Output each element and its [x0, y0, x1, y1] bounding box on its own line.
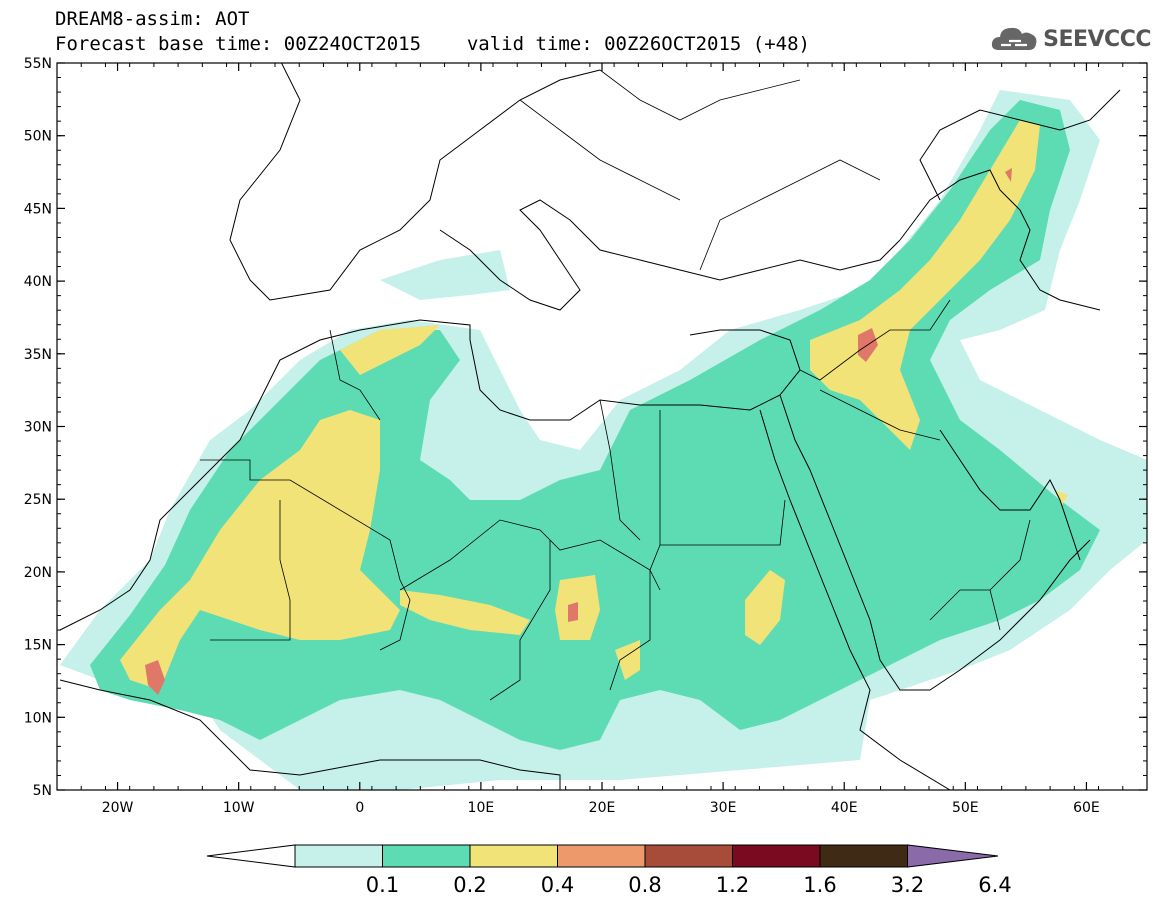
lon-tick-label: 50E [952, 800, 979, 816]
colorbar-low-arrow [206, 844, 296, 868]
axis-ticks [56, 62, 1148, 791]
lat-tick-label: 15N [24, 638, 52, 654]
lat-tick-label: 50N [24, 129, 52, 145]
coastlines [59, 63, 1121, 790]
lon-tick-label: 40E [831, 800, 858, 816]
cloud-icon [992, 27, 1037, 50]
lat-tick-label: 35N [24, 347, 52, 363]
colorbar-level-label: 6.4 [978, 873, 1011, 897]
aot-band-0.4-niger [400, 590, 530, 635]
axis-labels: 20W 10W 0 10E 20E 30E 40E 50E 60E 55N 50N 45N 40N 35N… [24, 56, 1100, 816]
aot-band-0.4-middle-east [810, 120, 1040, 450]
lat-tick-label: 30N [24, 420, 52, 436]
aot-band-0.8-caspian [1005, 168, 1012, 182]
base-time: Forecast base time: 00Z24OCT2015 [55, 33, 422, 55]
lat-tick-label: 45N [24, 201, 52, 217]
valid-time: valid time: 00Z26OCT2015 (+48) [466, 33, 810, 55]
lat-tick-label: 40N [24, 274, 52, 290]
aot-band-0.4-sudan [745, 570, 785, 645]
lon-tick-label: 30E [710, 800, 737, 816]
aot-band-0.1-italy [380, 250, 510, 300]
aot-band-0.4-algeria [340, 325, 440, 375]
lat-tick-label: 20N [24, 565, 52, 581]
colorbar-level-label: 1.6 [803, 873, 836, 897]
colorbar-swatch [732, 844, 821, 868]
colorbar-high-arrow [907, 844, 999, 868]
aot-band-0.8-chad [568, 602, 578, 622]
colorbar-swatch [644, 844, 733, 868]
colorbar-level-label: 0.1 [366, 873, 399, 897]
colorbar-level-label: 0.2 [453, 873, 486, 897]
colorbar-level-label: 3.2 [891, 873, 924, 897]
aot-band-0.4-gulf [1055, 490, 1068, 505]
colorbar-swatch [469, 844, 558, 868]
lon-tick-label: 10E [468, 800, 495, 816]
colorbar-swatch [557, 844, 646, 868]
aot-band-0.4-west-africa [120, 410, 400, 690]
colorbar-swatch [382, 844, 471, 868]
aot-shading [59, 63, 1147, 790]
colorbar: 0.1 0.2 0.4 0.8 1.2 1.6 3.2 6.4 [206, 844, 1012, 897]
lon-tick-label: 0 [355, 800, 364, 816]
lat-tick-label: 25N [24, 492, 52, 508]
lat-tick-label: 5N [33, 783, 52, 799]
logo-text: SEEVCCC [1043, 26, 1151, 52]
lon-tick-label: 60E [1073, 800, 1100, 816]
seevccc-logo: SEEVCCC [991, 24, 1151, 54]
colorbar-level-label: 0.8 [628, 873, 661, 897]
lon-tick-label: 20W [102, 800, 134, 816]
forecast-times: Forecast base time: 00Z24OCT2015 valid t… [55, 33, 810, 55]
colorbar-level-label: 1.2 [716, 873, 749, 897]
aot-band-0.8-senegal [145, 660, 165, 695]
map-title: DREAM8-assim: AOT [55, 8, 250, 30]
colorbar-swatch [294, 844, 383, 868]
lon-tick-label: 20E [589, 800, 616, 816]
lon-tick-label: 10W [223, 800, 255, 816]
lat-tick-label: 55N [24, 56, 52, 72]
aot-band-0.4-central [615, 640, 640, 680]
colorbar-level-label: 0.4 [541, 873, 574, 897]
colorbar-swatch [819, 844, 908, 868]
lat-tick-label: 10N [24, 710, 52, 726]
country-borders [200, 69, 1031, 701]
